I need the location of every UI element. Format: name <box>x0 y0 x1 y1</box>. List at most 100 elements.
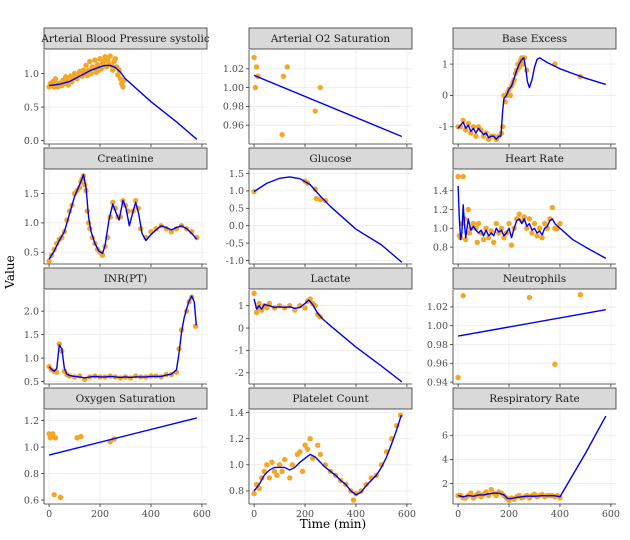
data-point <box>470 124 477 130</box>
data-point <box>557 220 563 227</box>
data-point <box>261 468 267 475</box>
data-point <box>491 239 497 246</box>
y-tick-label: 0.5 <box>24 377 39 388</box>
data-point <box>531 220 538 227</box>
x-tick-label: 400 <box>347 509 365 520</box>
data-point <box>252 84 259 91</box>
panel-strip <box>43 27 208 50</box>
data-point <box>264 462 270 468</box>
panel-data <box>251 176 403 263</box>
panel-strip <box>452 267 617 290</box>
y-tick-label: -0.5 <box>226 238 244 249</box>
panel-title: Base Excess <box>502 33 567 45</box>
x-axis-title: Time (min) <box>300 517 366 531</box>
panel-title: Platelet Count <box>292 393 369 405</box>
y-tick-label: 1.5 <box>229 169 244 180</box>
panel-strip <box>452 387 617 410</box>
y-tick-label: 1.0 <box>229 186 244 197</box>
panel-title: Glucose <box>309 153 351 165</box>
data-point <box>315 442 321 448</box>
y-tick-label: -1 <box>235 346 244 357</box>
y-tick-label: 1.5 <box>24 189 39 200</box>
data-point <box>274 472 280 478</box>
data-point <box>253 64 260 70</box>
y-tick-label: 1.5 <box>24 330 39 341</box>
data-point <box>289 462 295 468</box>
y-tick-label: 0.5 <box>24 102 39 113</box>
fitted-line <box>253 415 402 496</box>
y-tick-label: 0.96 <box>427 359 448 370</box>
data-point <box>52 435 59 441</box>
panel-data <box>46 417 197 501</box>
y-tick-label: 0.5 <box>229 204 244 215</box>
data-point <box>280 73 287 80</box>
data-point <box>284 64 290 70</box>
x-tick-label: 600 <box>602 509 620 520</box>
data-point <box>120 84 126 90</box>
data-point <box>51 492 57 498</box>
fitted-line <box>457 309 606 337</box>
data-point <box>251 290 257 297</box>
panel-data <box>46 53 198 140</box>
y-tick-label: -1.0 <box>226 256 244 267</box>
data-point <box>483 225 489 231</box>
data-point <box>194 234 200 241</box>
panel-title: INR(PT) <box>104 273 148 285</box>
panel-strip <box>43 387 208 410</box>
y-tick-label: 1.4 <box>229 408 244 419</box>
panel-title: Arterial Blood Pressure systolic <box>40 33 210 45</box>
panel-data <box>455 292 606 381</box>
data-point <box>253 309 260 316</box>
y-tick-label: 1 <box>238 301 244 312</box>
x-tick-label: 0 <box>46 509 52 520</box>
panel-oxygen-saturation: Oxygen Saturation 0.6 0.8 1.0 1.2 0 200 400 600 <box>24 387 211 520</box>
y-tick-label: 1.0 <box>24 218 39 229</box>
panel-data <box>251 290 403 383</box>
y-tick-label: 0.98 <box>223 102 244 113</box>
data-point <box>363 481 369 488</box>
panel-strip <box>248 27 413 50</box>
y-tick-label: 1 <box>442 59 448 70</box>
data-point <box>107 53 113 59</box>
y-tick-label: 2 <box>442 479 448 490</box>
data-point <box>465 206 471 213</box>
fitted-line <box>253 298 403 383</box>
y-tick-label: 0.0 <box>229 221 244 232</box>
y-tick-label: 1.02 <box>427 302 448 313</box>
data-point <box>299 468 306 475</box>
panel-arterial-blood-pressure-systolic: Arterial Blood Pressure systolic 0.0 0.5 1.… <box>24 27 210 147</box>
x-tick-label: 0 <box>251 509 257 520</box>
data-point <box>110 67 116 73</box>
panel-strip <box>248 387 413 410</box>
y-tick-label: 0.96 <box>223 121 244 132</box>
panel-data <box>46 294 199 382</box>
data-point <box>488 228 494 234</box>
data-point <box>541 220 548 227</box>
data-point <box>97 56 103 62</box>
data-point <box>279 468 285 475</box>
data-point <box>526 216 533 222</box>
fitted-line <box>253 176 403 263</box>
y-tick-label: 0.94 <box>427 377 448 388</box>
data-point <box>317 84 324 91</box>
data-point <box>115 72 121 78</box>
data-point <box>271 468 278 475</box>
y-tick-label: 1.00 <box>427 321 448 332</box>
data-point <box>281 456 288 463</box>
panel-inr-pt: INR(PT) 0.5 1.0 1.5 2.0 <box>24 267 208 388</box>
y-axis-title: Value <box>3 255 17 289</box>
data-point <box>457 124 464 130</box>
panel-strip <box>248 147 413 170</box>
data-point <box>506 220 512 227</box>
panel-title: Arterial O2 Saturation <box>270 33 391 45</box>
data-point <box>264 305 270 311</box>
data-point <box>474 239 480 246</box>
y-tick-label: 1.2 <box>433 205 448 216</box>
data-point <box>485 234 492 241</box>
data-point <box>516 211 522 217</box>
data-point <box>498 225 505 231</box>
y-tick-label: 1.0 <box>24 69 39 80</box>
data-point <box>465 120 471 127</box>
data-point <box>251 490 257 497</box>
